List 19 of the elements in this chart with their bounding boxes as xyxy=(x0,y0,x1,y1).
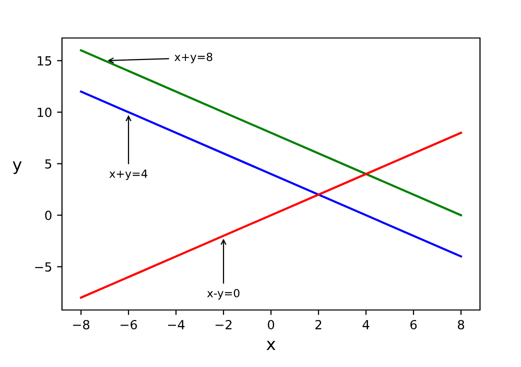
y-tick-label: 0 xyxy=(45,210,52,220)
x-tick-label: 6 xyxy=(410,320,417,330)
annotation: x+y=4 xyxy=(109,170,148,180)
y-tick-label: 5 xyxy=(45,159,52,169)
x-tick-label: −2 xyxy=(216,320,232,330)
x-tick-label: −6 xyxy=(120,320,137,330)
annotation: x+y=8 xyxy=(174,52,212,64)
y-tick-label: 15 xyxy=(38,56,52,66)
x-axis-title: x xyxy=(266,340,276,350)
x-tick-label: −8 xyxy=(73,320,90,330)
x-tick-label: 4 xyxy=(362,320,370,330)
y-axis-title: y xyxy=(12,161,22,174)
x-tick-label: 0 xyxy=(268,320,274,330)
x-tick-label: 2 xyxy=(315,320,322,330)
y-tick-label: −5 xyxy=(35,262,52,272)
x-tick-label: 8 xyxy=(458,320,464,330)
x-tick-label: −4 xyxy=(168,320,185,330)
y-tick-label: 10 xyxy=(38,108,52,118)
annotation: x-y=0 xyxy=(207,288,240,300)
